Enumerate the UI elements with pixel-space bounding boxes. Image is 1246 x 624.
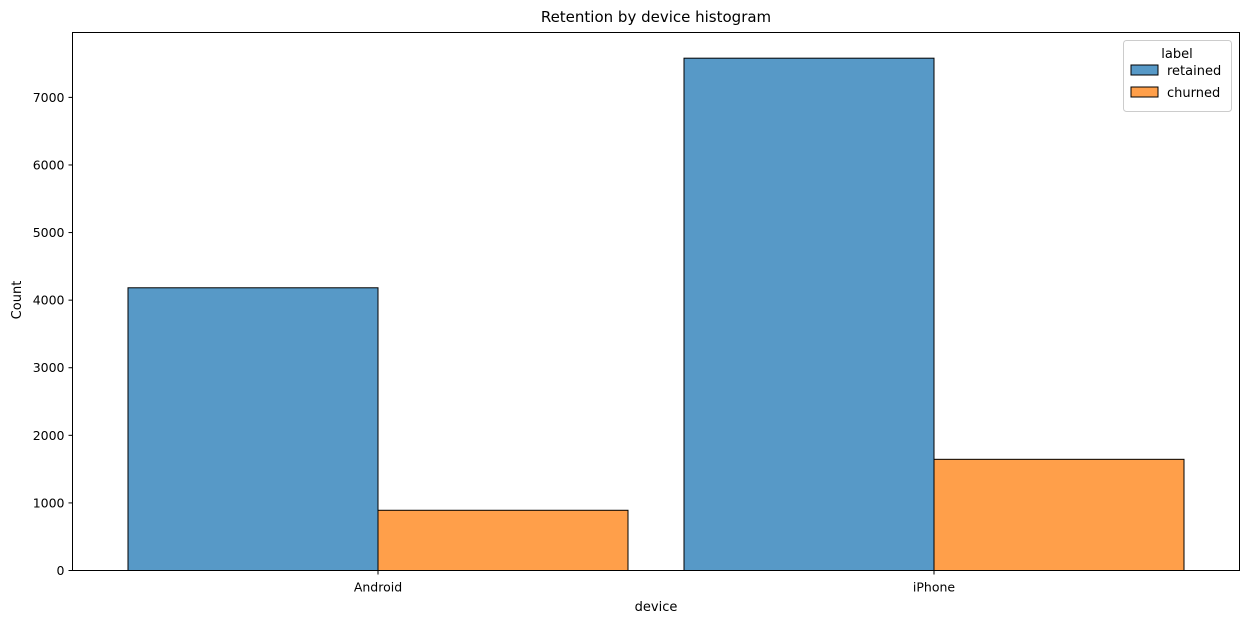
x-tick-label-iphone: iPhone (913, 580, 956, 595)
legend-label-retained: retained (1167, 64, 1221, 79)
bar-retained-android (127, 287, 379, 571)
y-tick-label: 4000 (33, 293, 65, 308)
y-tick-label: 0 (57, 563, 65, 578)
legend-swatch-churned (1130, 86, 1159, 98)
bar-retained-iphone (683, 57, 935, 572)
x-axis-title: device (635, 600, 678, 615)
bar-churned-iphone (933, 458, 1185, 571)
y-tick-label: 7000 (33, 90, 65, 105)
x-tick-label-android: Android (354, 580, 402, 595)
plot-frame (72, 32, 1240, 571)
y-axis: 0 1000 2000 3000 4000 5000 6000 7000 (33, 90, 73, 578)
bar-churned-android (377, 509, 629, 571)
y-tick-label: 6000 (33, 157, 65, 172)
chart-title: Retention by device histogram (541, 8, 771, 26)
y-tick-label: 1000 (33, 495, 65, 510)
legend-label-churned: churned (1167, 86, 1220, 101)
y-axis-title: Count (10, 281, 25, 320)
legend-swatch-retained (1130, 64, 1159, 76)
x-axis: Android iPhone (354, 570, 956, 595)
bars-group (127, 57, 1185, 572)
y-tick-label: 5000 (33, 225, 65, 240)
y-tick-label: 3000 (33, 360, 65, 375)
y-tick-label: 2000 (33, 428, 65, 443)
legend-title: label (1161, 47, 1192, 62)
legend: label retained churned (1123, 40, 1232, 112)
